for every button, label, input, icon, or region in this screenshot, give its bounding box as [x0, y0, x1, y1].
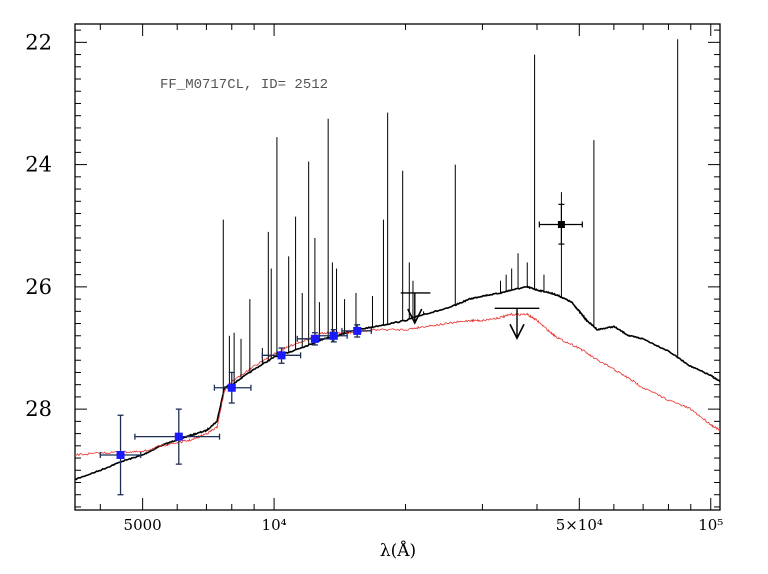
data-point	[329, 331, 338, 340]
data-point	[174, 432, 183, 441]
chart-annotation: FF_M0717CL, ID= 2512	[160, 77, 328, 93]
y-tick-label: 28	[25, 397, 52, 421]
y-tick-label: 24	[25, 153, 52, 177]
y-tick-label: 26	[25, 275, 52, 299]
x-tick-label: 5×10⁴	[556, 516, 603, 534]
data-point	[227, 383, 236, 392]
data-point	[310, 334, 319, 343]
x-tick-labels: 5000 10⁴ 5×10⁴ 10⁵	[124, 516, 724, 534]
x-tick-label: 10⁵	[698, 516, 723, 534]
upper-limit-arrow	[407, 308, 423, 325]
plot-area	[75, 39, 720, 496]
data-point	[277, 351, 286, 360]
x-tick-label: 5000	[124, 516, 162, 534]
data-point	[116, 450, 125, 459]
data-point	[353, 326, 362, 335]
irac-data-point	[557, 221, 565, 229]
upper-limit-arrow	[509, 323, 525, 341]
series-black-model	[75, 285, 720, 481]
y-tick-label: 22	[25, 30, 52, 54]
series-red-model	[75, 312, 720, 457]
y-tick-labels: 22 24 26 28	[25, 30, 52, 421]
x-tick-label: 10⁴	[262, 516, 287, 534]
x-axis-label: λ(Å)	[380, 540, 416, 561]
plot-frame	[74, 23, 721, 511]
axis-ticks	[75, 24, 720, 510]
